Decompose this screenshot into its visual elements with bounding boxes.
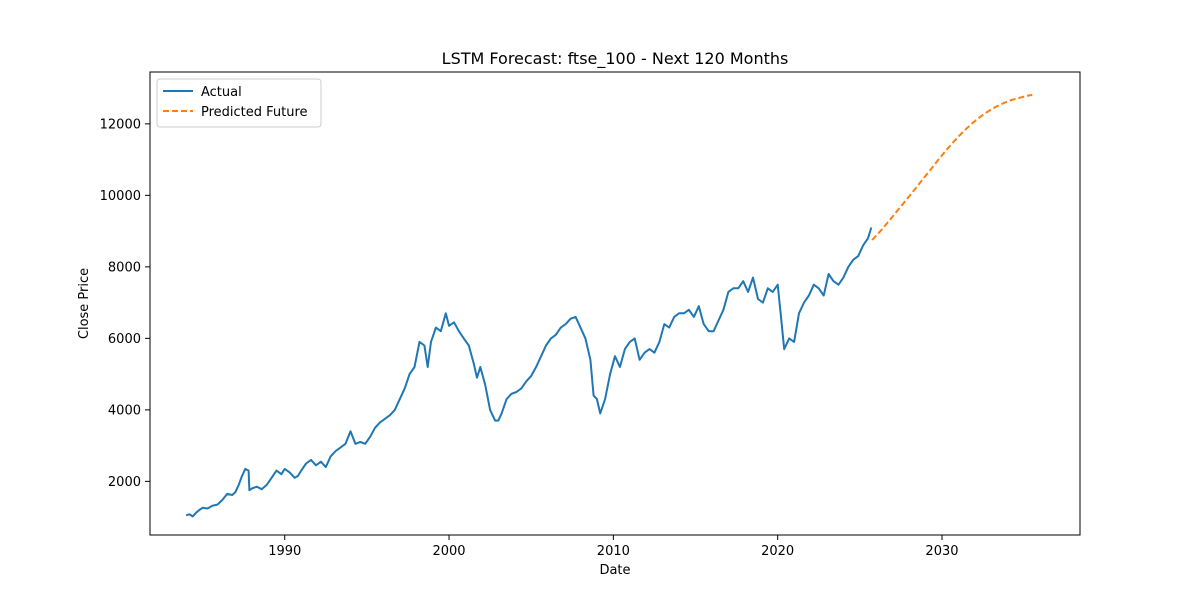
y-axis: 2000 4000 6000 8000 10000 12000: [100, 117, 150, 490]
x-tick-label: 2000: [432, 544, 465, 559]
series-line-actual: [185, 227, 873, 518]
plot-area: [149, 71, 1081, 536]
x-tick-label: 2030: [925, 544, 958, 559]
series-line-predicted-future: [871, 93, 1033, 241]
plot-lines: [185, 93, 1033, 518]
legend-label-predicted: Predicted Future: [201, 105, 308, 120]
y-tick-label: 2000: [108, 475, 141, 490]
legend-box: [156, 78, 322, 128]
y-axis-label: Close Price: [77, 268, 92, 339]
y-tick-label: 6000: [108, 332, 141, 347]
x-tick-label: 2010: [597, 544, 630, 559]
x-tick-label: 1990: [268, 544, 301, 559]
legend-label-actual: Actual: [201, 85, 242, 100]
x-axis-label: Date: [599, 563, 630, 578]
legend: Actual Predicted Future: [156, 78, 322, 128]
y-tick-label: 12000: [100, 117, 141, 132]
x-axis: 1990 2000 2010 2020 2030: [268, 535, 959, 559]
x-tick-label: 2020: [761, 544, 794, 559]
chart-title: LSTM Forecast: ftse_100 - Next 120 Month…: [442, 49, 789, 69]
y-tick-label: 8000: [108, 260, 141, 275]
y-tick-label: 10000: [100, 189, 141, 204]
y-tick-label: 4000: [108, 403, 141, 418]
